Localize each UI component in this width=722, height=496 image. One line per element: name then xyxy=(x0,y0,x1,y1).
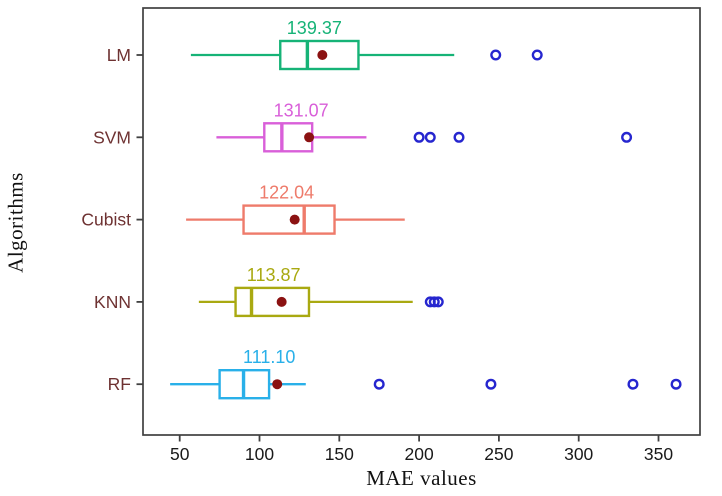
category-label-knn: KNN xyxy=(94,292,131,312)
mean-dot xyxy=(317,50,328,60)
boxplot-cubist: 122.04 xyxy=(186,183,405,235)
outlier-point xyxy=(373,378,385,390)
boxplot-rf: 111.10 xyxy=(170,347,682,400)
outlier-point xyxy=(424,131,436,143)
outlier-point xyxy=(621,131,633,143)
outlier-point xyxy=(432,296,444,308)
x-tick-label: 300 xyxy=(564,444,593,464)
boxplot-lm: 139.37 xyxy=(190,18,543,71)
outlier-point xyxy=(490,49,502,61)
x-tick-label: 50 xyxy=(170,444,190,464)
x-tick-label: 100 xyxy=(245,444,274,464)
mean-value-label: 113.87 xyxy=(247,265,301,285)
category-label-svm: SVM xyxy=(93,127,131,147)
x-tick-label: 350 xyxy=(644,444,673,464)
mean-value-label: 139.37 xyxy=(287,18,342,38)
mean-dot xyxy=(276,296,287,307)
mean-dot xyxy=(304,132,315,143)
x-tick-label: 200 xyxy=(405,444,434,464)
outlier-point xyxy=(453,131,465,143)
category-label-lm: LM xyxy=(107,45,131,65)
boxplot-svm: 131.07 xyxy=(216,100,633,153)
category-label-cubist: Cubist xyxy=(81,210,131,230)
outlier-point xyxy=(627,378,639,390)
iqr-box xyxy=(242,204,336,235)
category-label-rf: RF xyxy=(108,374,131,394)
outlier-point xyxy=(428,296,440,308)
outlier-point xyxy=(413,131,425,143)
outlier-point xyxy=(531,49,543,61)
mean-dot xyxy=(289,214,300,225)
outlier-point xyxy=(485,378,497,390)
y-axis-title: Algorithms xyxy=(3,172,28,273)
x-tick-label: 150 xyxy=(325,444,354,464)
outlier-point xyxy=(670,378,682,390)
x-tick-label: 250 xyxy=(484,444,513,464)
x-axis-title: MAE values xyxy=(366,466,477,490)
mean-value-label: 122.04 xyxy=(259,183,314,203)
plot-border xyxy=(142,7,701,436)
mean-value-label: 131.07 xyxy=(274,100,329,120)
mean-dot xyxy=(272,379,283,390)
boxplot-knn: 113.87 xyxy=(198,265,444,318)
iqr-box xyxy=(234,286,311,318)
mean-value-label: 111.10 xyxy=(243,347,295,367)
